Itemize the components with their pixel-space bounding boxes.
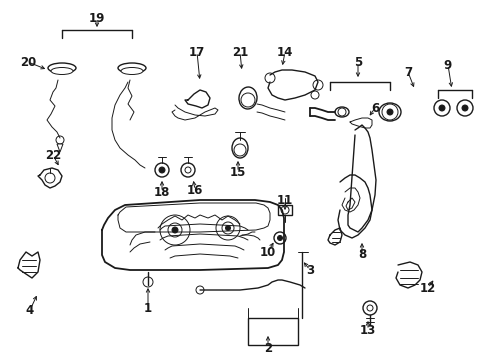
Text: 15: 15 (230, 166, 246, 179)
Circle shape (313, 80, 323, 90)
Circle shape (225, 225, 230, 230)
Circle shape (159, 167, 165, 173)
Circle shape (265, 73, 275, 83)
Text: 10: 10 (260, 246, 276, 258)
Circle shape (382, 104, 398, 120)
Circle shape (367, 305, 373, 311)
Ellipse shape (239, 87, 257, 109)
Circle shape (196, 286, 204, 294)
Text: 22: 22 (45, 149, 61, 162)
Ellipse shape (118, 63, 146, 73)
Circle shape (155, 163, 169, 177)
Circle shape (185, 167, 191, 173)
Text: 16: 16 (187, 184, 203, 197)
Text: 17: 17 (189, 45, 205, 59)
Circle shape (462, 105, 468, 111)
Text: 13: 13 (360, 324, 376, 337)
Circle shape (45, 173, 55, 183)
Circle shape (172, 227, 178, 233)
Circle shape (277, 235, 283, 240)
Text: 14: 14 (277, 45, 293, 59)
Polygon shape (248, 318, 298, 345)
Circle shape (281, 206, 289, 214)
Text: 6: 6 (371, 102, 379, 114)
Text: 21: 21 (232, 45, 248, 59)
Text: 8: 8 (358, 248, 366, 261)
Ellipse shape (48, 63, 76, 73)
Circle shape (222, 222, 234, 234)
Text: 19: 19 (89, 12, 105, 24)
Polygon shape (278, 205, 292, 215)
Circle shape (338, 108, 346, 116)
Text: 20: 20 (20, 55, 36, 68)
Text: 18: 18 (154, 185, 170, 198)
Ellipse shape (51, 68, 73, 75)
Circle shape (143, 277, 153, 287)
Circle shape (160, 215, 190, 245)
Circle shape (181, 163, 195, 177)
Circle shape (216, 216, 240, 240)
Circle shape (439, 105, 445, 111)
Circle shape (234, 144, 246, 156)
Text: 12: 12 (420, 282, 436, 294)
Text: 2: 2 (264, 342, 272, 355)
Circle shape (363, 301, 377, 315)
Text: 5: 5 (354, 55, 362, 68)
Ellipse shape (121, 68, 143, 75)
Text: 7: 7 (404, 66, 412, 78)
Circle shape (311, 91, 319, 99)
Circle shape (457, 100, 473, 116)
Circle shape (168, 223, 182, 237)
Ellipse shape (379, 103, 401, 121)
Circle shape (387, 109, 393, 115)
Polygon shape (57, 144, 63, 152)
Text: 11: 11 (277, 194, 293, 207)
Circle shape (434, 100, 450, 116)
Circle shape (274, 232, 286, 244)
Circle shape (241, 93, 255, 107)
Text: 3: 3 (306, 264, 314, 276)
Ellipse shape (232, 138, 248, 158)
Text: 9: 9 (444, 59, 452, 72)
Text: 1: 1 (144, 302, 152, 315)
Circle shape (56, 136, 64, 144)
Ellipse shape (335, 107, 349, 117)
Text: 4: 4 (26, 303, 34, 316)
